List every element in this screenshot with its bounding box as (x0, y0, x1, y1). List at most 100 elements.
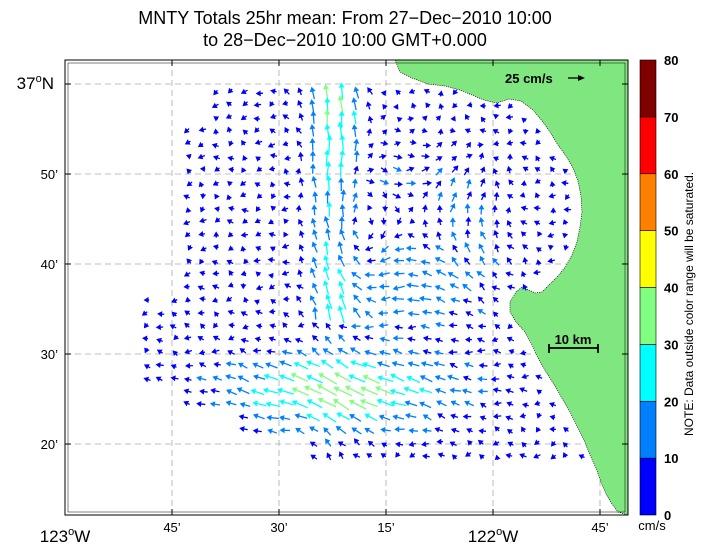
current-vector (381, 442, 388, 448)
current-vector (211, 142, 219, 149)
current-vector (225, 360, 236, 367)
current-vector (211, 284, 220, 290)
current-vector (309, 163, 316, 174)
current-vector (155, 324, 164, 331)
current-vector (252, 400, 267, 407)
current-vector (338, 82, 345, 100)
current-vector (382, 103, 388, 110)
current-vector (309, 267, 316, 279)
current-vector (227, 231, 234, 238)
current-vector (450, 337, 459, 344)
current-vector (536, 412, 543, 419)
current-vector (548, 219, 556, 226)
current-vector (310, 454, 318, 460)
colorbar-tick-label: 0 (664, 508, 671, 523)
current-vector (492, 413, 502, 420)
current-vector (452, 244, 458, 253)
current-vector (394, 246, 405, 253)
current-vector (466, 428, 473, 434)
current-vector (436, 438, 444, 445)
current-vector (562, 452, 569, 458)
current-vector (520, 270, 527, 278)
current-vector (367, 87, 373, 95)
current-vector (521, 402, 529, 409)
current-vector (268, 218, 274, 225)
current-vector (464, 128, 471, 134)
current-vector (462, 283, 472, 292)
current-vector (270, 88, 277, 95)
current-vector (407, 271, 419, 278)
current-vector (547, 244, 554, 251)
current-vector (352, 192, 358, 202)
current-vector (200, 246, 207, 252)
current-vector (337, 268, 346, 282)
current-vector (198, 231, 206, 237)
current-vector (281, 349, 293, 356)
current-vector (269, 128, 276, 134)
current-vector (505, 452, 513, 459)
current-vector (256, 166, 263, 172)
current-vector (311, 322, 320, 329)
current-vector (199, 217, 207, 224)
current-vector (237, 375, 250, 383)
current-vector (392, 308, 405, 315)
current-vector (353, 307, 361, 319)
current-vector (240, 231, 249, 238)
current-vector (242, 218, 249, 224)
current-vector (309, 86, 316, 100)
current-vector (298, 218, 304, 227)
current-vector (242, 129, 249, 136)
current-vector (480, 116, 487, 123)
current-vector (267, 256, 275, 263)
current-vector (339, 203, 346, 218)
current-vector (349, 347, 361, 355)
current-vector (283, 312, 290, 318)
current-vector (547, 257, 555, 264)
current-vector (266, 414, 279, 421)
current-vector (281, 259, 290, 266)
y-tick-label: 20’ (41, 437, 58, 452)
current-vector (434, 309, 445, 316)
current-vector (533, 205, 541, 212)
current-vector (338, 334, 346, 342)
current-vector (311, 241, 318, 253)
current-vector (433, 360, 445, 367)
current-vector (364, 427, 375, 434)
current-vector (199, 165, 206, 172)
current-vector (367, 152, 373, 159)
current-vector (434, 337, 443, 344)
current-vector (407, 191, 415, 198)
current-vector (337, 161, 344, 178)
current-vector (367, 167, 375, 174)
current-vector (419, 401, 432, 409)
current-vector (491, 336, 499, 343)
current-vector (242, 324, 249, 330)
current-vector (339, 134, 346, 151)
current-vector (407, 152, 416, 159)
current-vector (311, 335, 319, 342)
axis-ticks: 123oW 45’ 30’ 15’ 122oW 45’ 37oN 50’ 40’ 30’ 20’ (17, 60, 628, 546)
current-vector (507, 231, 513, 239)
scale-bar: 10 km (548, 332, 599, 353)
current-vector (391, 360, 405, 367)
current-vector (213, 361, 221, 368)
current-vector (298, 255, 305, 264)
x-tick-label: 45’ (591, 520, 608, 535)
current-vector (435, 296, 446, 304)
current-vector (435, 321, 445, 328)
current-vector (183, 400, 191, 407)
current-vector (380, 295, 391, 302)
current-vector (240, 191, 247, 198)
current-vector (479, 128, 487, 134)
current-vector (240, 180, 247, 186)
current-vector (255, 323, 263, 330)
current-vector (492, 257, 500, 266)
current-vector (494, 323, 501, 330)
current-vector (465, 178, 472, 189)
current-vector (267, 428, 277, 435)
current-vector (211, 259, 219, 266)
current-vector (213, 116, 220, 122)
current-vector (214, 311, 220, 318)
current-vector (269, 323, 277, 329)
current-vector (337, 441, 346, 447)
